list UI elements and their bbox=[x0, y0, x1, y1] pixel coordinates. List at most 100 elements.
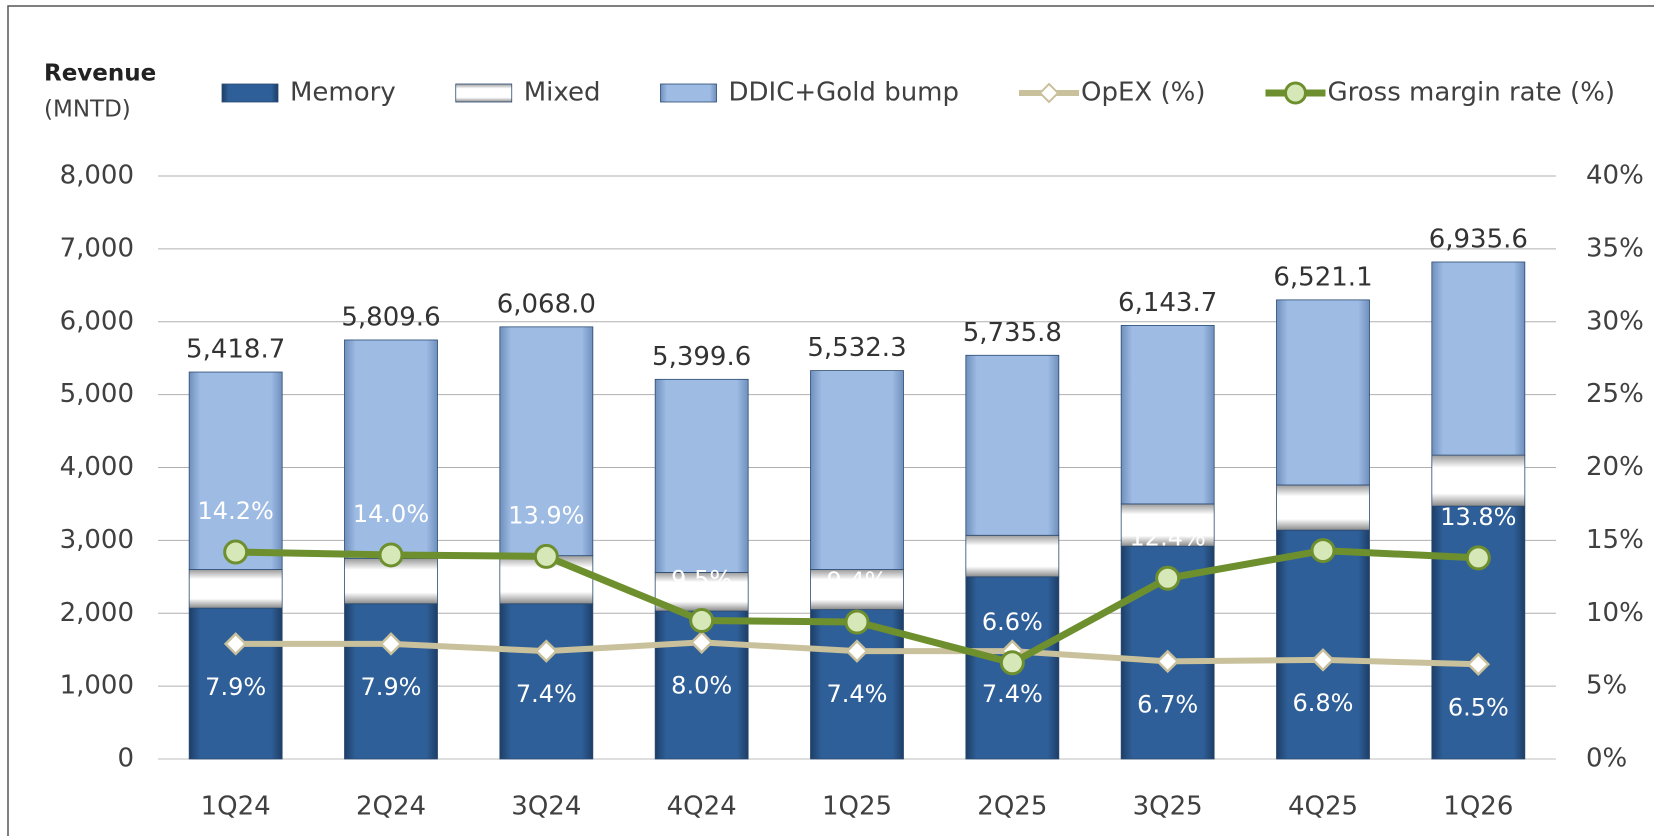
x-tick-label: 1Q25 bbox=[822, 792, 892, 822]
data-label: 7.9% bbox=[205, 673, 266, 701]
marker bbox=[223, 632, 248, 656]
legend-label: OpEX (%) bbox=[1081, 78, 1205, 108]
y-tick-label: 0 bbox=[117, 744, 134, 774]
y-tick-label: 8,000 bbox=[60, 161, 134, 191]
y2-tick-label: 35% bbox=[1586, 233, 1644, 263]
data-label: 6.8% bbox=[1293, 689, 1354, 717]
legend-label: DDIC+Gold bump bbox=[729, 78, 960, 108]
bar-segment bbox=[1276, 484, 1370, 531]
y2-tick-label: 5% bbox=[1586, 671, 1627, 701]
legend-swatch bbox=[1283, 81, 1307, 105]
y-tick-label: 2,000 bbox=[60, 598, 134, 628]
y2-tick-label: 20% bbox=[1586, 452, 1644, 482]
legend-label: Gross margin rate (%) bbox=[1327, 78, 1615, 108]
total-label: 5,809.6 bbox=[341, 302, 440, 332]
bar-segment bbox=[965, 534, 1060, 578]
y2-tick-label: 10% bbox=[1586, 598, 1644, 628]
data-label: 14.0% bbox=[353, 500, 429, 528]
legend-swatch bbox=[1038, 82, 1060, 104]
data-label: 12.4% bbox=[1130, 523, 1206, 551]
x-tick-label: 2Q24 bbox=[356, 792, 426, 822]
total-label: 5,399.6 bbox=[652, 342, 751, 372]
legend-swatch bbox=[221, 83, 279, 103]
y-tick-label: 3,000 bbox=[60, 525, 134, 555]
marker bbox=[1311, 648, 1335, 672]
data-label: 13.9% bbox=[508, 501, 584, 529]
marker bbox=[1155, 565, 1181, 591]
legend-label: Mixed bbox=[524, 78, 601, 108]
bar-segment bbox=[499, 603, 594, 760]
bar-segment bbox=[1276, 529, 1370, 760]
frame bbox=[7, 5, 1654, 836]
data-label: 14.3% bbox=[1285, 496, 1361, 524]
marker bbox=[223, 539, 249, 565]
marker bbox=[999, 650, 1025, 676]
x-tick-label: 3Q25 bbox=[1133, 792, 1203, 822]
data-label: 7.9% bbox=[361, 673, 422, 701]
data-label: 6.6% bbox=[982, 608, 1043, 636]
x-tick-label: 1Q26 bbox=[1443, 792, 1513, 822]
marker bbox=[844, 609, 870, 635]
marker bbox=[1465, 545, 1491, 571]
marker bbox=[534, 639, 559, 663]
bar-segment bbox=[1276, 299, 1370, 486]
marker bbox=[689, 630, 714, 655]
data-label: 6.7% bbox=[1137, 690, 1198, 718]
y2-tick-label: 15% bbox=[1586, 525, 1644, 555]
y2-tick-label: 40% bbox=[1586, 161, 1644, 191]
total-label: 5,735.8 bbox=[963, 318, 1062, 348]
y2-tick-label: 0% bbox=[1586, 744, 1627, 774]
total-label: 6,068.0 bbox=[497, 289, 596, 319]
x-tick-label: 2Q25 bbox=[977, 792, 1047, 822]
total-label: 6,143.7 bbox=[1118, 288, 1217, 318]
marker bbox=[378, 542, 404, 568]
bar-segment bbox=[499, 326, 594, 557]
marker bbox=[1155, 649, 1180, 674]
legend-swatch bbox=[660, 83, 717, 103]
bar-segment bbox=[810, 569, 904, 611]
data-label: 6.5% bbox=[1448, 693, 1509, 721]
marker bbox=[1310, 538, 1336, 564]
axis-title: Revenue bbox=[44, 61, 156, 87]
y-tick-label: 6,000 bbox=[60, 306, 134, 336]
data-label: 9.4% bbox=[827, 567, 888, 595]
y-tick-label: 7,000 bbox=[60, 233, 134, 263]
bar-segment bbox=[810, 609, 904, 760]
total-label: 5,418.7 bbox=[186, 335, 285, 365]
data-label: 13.8% bbox=[1440, 503, 1516, 531]
marker bbox=[689, 608, 715, 634]
marker bbox=[1466, 652, 1491, 677]
y-tick-label: 4,000 bbox=[60, 452, 134, 482]
x-tick-label: 1Q24 bbox=[201, 792, 271, 822]
bar-segment bbox=[965, 354, 1060, 536]
y-tick-label: 5,000 bbox=[60, 379, 134, 409]
total-label: 6,521.1 bbox=[1273, 262, 1372, 292]
bar-segment bbox=[1431, 454, 1526, 507]
data-label: 14.2% bbox=[198, 497, 274, 525]
data-label: 7.4% bbox=[516, 680, 577, 708]
bar-segment bbox=[1431, 261, 1526, 456]
y2-tick-label: 30% bbox=[1586, 306, 1644, 336]
legend-swatch bbox=[455, 83, 513, 103]
bar-segment bbox=[1120, 324, 1215, 505]
y2-tick-label: 25% bbox=[1586, 379, 1644, 409]
data-label: 7.4% bbox=[827, 680, 888, 708]
x-tick-label: 3Q24 bbox=[511, 792, 581, 822]
data-label: 8.0% bbox=[671, 671, 732, 699]
y-tick-label: 1,000 bbox=[60, 671, 134, 701]
total-label: 6,935.6 bbox=[1429, 224, 1528, 254]
data-label: 9.5% bbox=[671, 566, 732, 594]
bar-segment bbox=[810, 370, 904, 570]
bar-segment bbox=[1120, 503, 1215, 547]
marker bbox=[533, 543, 559, 569]
marker bbox=[845, 639, 869, 663]
bar-segment bbox=[344, 603, 438, 760]
data-label: 7.4% bbox=[982, 680, 1043, 708]
bar-segment bbox=[188, 569, 283, 609]
total-label: 5,532.3 bbox=[807, 333, 906, 363]
axis-title: (MNTD) bbox=[44, 97, 131, 123]
bar-segment bbox=[654, 378, 749, 573]
bar-segment bbox=[188, 371, 283, 570]
legend-label: Memory bbox=[290, 78, 396, 108]
